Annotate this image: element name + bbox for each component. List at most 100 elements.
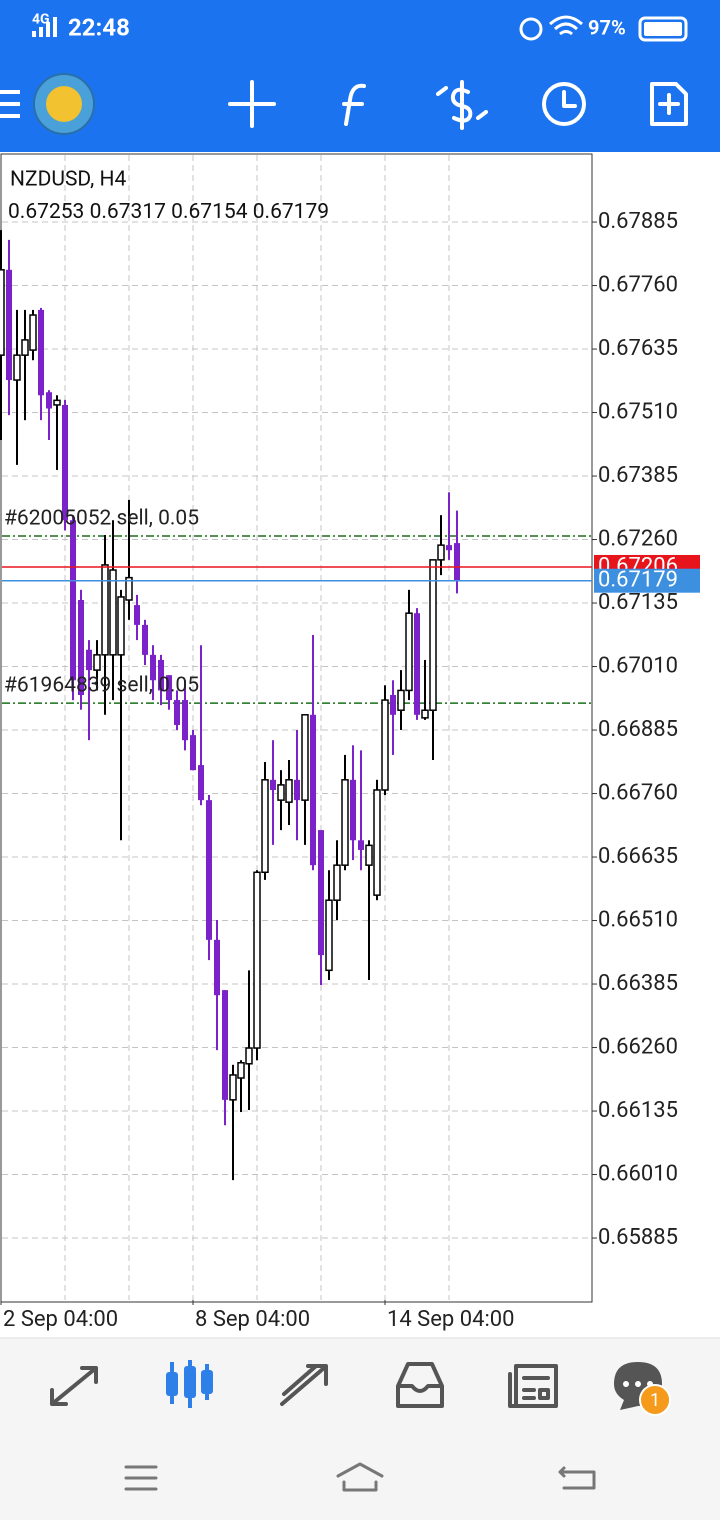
candle-body [62,404,68,521]
x-tick-label: 8 Sep 04:00 [195,1307,310,1332]
app-logo-core [46,86,82,122]
system-back[interactable] [558,1466,596,1490]
candle-body [78,599,84,695]
y-tick-label: 0.67885 [598,209,678,234]
candle-body [310,714,316,866]
candle-body [214,939,220,996]
candle-body [454,543,460,581]
battery-text: 97% [588,15,626,39]
x-tick-label: 2 Sep 04:00 [3,1307,118,1332]
bid-label: 0.67179 [598,568,678,593]
candle-body [397,689,405,711]
candle-body [222,990,228,1100]
plot [0,155,597,1305]
candle-body [125,576,133,601]
network: 4G [32,12,50,28]
news-tab[interactable] [508,1364,558,1408]
candle-body [6,269,12,381]
candle-body [373,789,381,896]
candle-body [429,559,437,711]
candle-body [261,779,269,874]
candle-body [245,1047,253,1065]
candle-body [174,700,180,725]
candle-body [365,844,373,866]
badge [639,1384,671,1416]
candle-body [437,544,445,561]
crosshair-button[interactable] [228,80,276,128]
trade-button[interactable] [436,80,488,130]
candle-body [0,269,5,356]
ohlc-low: 0.67154 [171,200,248,224]
candle-body [421,709,429,719]
clock: 22:48 [68,13,130,41]
y-tick-label: 0.67135 [598,590,678,615]
y-tick-label: 0.67635 [598,336,678,361]
candle-body [446,545,452,551]
y-tick-label: 0.66510 [598,907,678,932]
candle-body [206,800,212,940]
system-home[interactable] [336,1462,384,1492]
candle-body [158,659,164,691]
candle-body [301,714,309,801]
y-tick-label: 0.67760 [598,272,678,297]
candle-body [277,784,285,801]
candle-body [294,779,300,801]
candle-body [29,314,37,351]
candle-body [405,612,413,692]
candle-body [270,779,276,790]
candle-body [109,569,117,656]
battery-icon [638,16,688,42]
bottom-bar [0,1338,720,1520]
ohlc-high: 0.67317 [90,200,166,224]
candle-body [190,735,196,771]
indicators-button[interactable] [342,83,366,126]
bid-box [594,568,700,593]
alarm-icon [519,17,543,41]
y-tick-label: 0.66760 [598,780,678,805]
system-menu[interactable] [124,1465,158,1491]
candle-body [333,864,341,901]
ohlc-close: 0.67179 [253,200,329,224]
candle-body [53,399,61,406]
y-tick-label: 0.66885 [598,717,678,742]
y-tick-label: 0.66635 [598,844,678,869]
menu-button[interactable] [0,90,20,118]
y-tick-label: 0.66010 [598,1161,678,1186]
badge-count: 1 [650,1390,660,1411]
candle-body [390,694,396,715]
candle-body [70,520,76,681]
candle-body [285,779,293,803]
quotes-tab[interactable] [50,1366,98,1406]
y-tick-label: 0.66260 [598,1034,678,1059]
candle-body [13,354,21,381]
y-tick-label: 0.66135 [598,1098,678,1123]
new-order-button[interactable] [650,82,688,126]
candle-body [38,309,44,396]
candle-body [117,596,125,656]
candle-body [182,700,188,741]
candle-body [350,779,356,841]
history-button[interactable] [542,82,586,126]
candle-body [341,779,349,866]
y-tick-label: 0.67010 [598,653,678,678]
chart-tab[interactable] [166,1360,213,1408]
candle-body [142,624,148,655]
wifi-icon [549,15,583,36]
order-label: #62005052 sell, 0.05 [4,507,199,531]
y-tick-label: 0.67385 [598,463,678,488]
y-tick-label: 0.65885 [598,1225,678,1250]
candle-body [46,392,52,409]
candle-body [150,654,156,681]
y-tick-label: 0.67260 [598,526,678,551]
candle-body [229,1074,237,1101]
trade-tab[interactable] [280,1364,328,1406]
history-tab[interactable] [396,1362,444,1408]
candle-body [253,871,261,1049]
ohlc-open: 0.67253 [8,200,84,224]
candle-body [134,605,140,625]
y-tick-label: 0.66385 [598,971,678,996]
candle-body [101,564,109,656]
candle-body [21,339,29,356]
candle-body [93,654,101,671]
